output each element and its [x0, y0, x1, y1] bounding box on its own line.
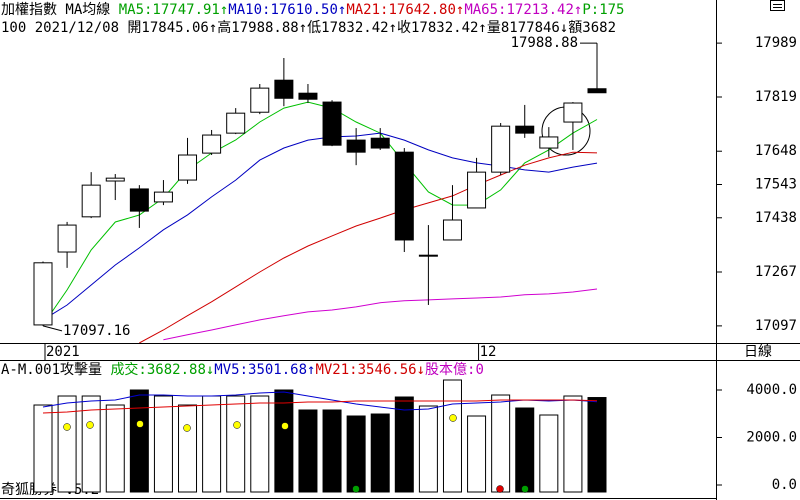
- ma-line: [42, 391, 598, 411]
- y-tick-label: 4000.0: [746, 382, 797, 398]
- candle-body: [370, 137, 390, 149]
- header-segment: MV5:3501.68↑: [214, 362, 315, 378]
- volume-bar: [202, 395, 222, 493]
- candle-body: [274, 79, 294, 99]
- volume-bar: [563, 395, 583, 493]
- y-tick-label: 17648: [755, 143, 797, 159]
- candle-body: [442, 219, 462, 241]
- volume-bar: [153, 395, 173, 493]
- volume-bar: [178, 404, 198, 493]
- candle-body: [394, 151, 414, 241]
- header: A-M.001攻擊量 成交:3682.88↓MV5:3501.68↑MV21:3…: [1, 361, 484, 378]
- volume-bar: [467, 415, 487, 493]
- header-segment: A-M.001攻擊量: [1, 361, 110, 378]
- candle-body: [491, 125, 511, 173]
- volume-bar: [226, 395, 246, 493]
- volume-bar: [491, 394, 511, 493]
- volume-bar: [370, 413, 390, 493]
- candle-body: [105, 177, 125, 182]
- volume-bar: [322, 409, 342, 493]
- candle-body: [563, 102, 583, 123]
- candle-body: [226, 112, 246, 134]
- volume-bar: [394, 396, 414, 493]
- x-tick-label: 12: [480, 344, 497, 360]
- volume-bar: [129, 389, 149, 493]
- x-tick-label: 2021: [46, 344, 80, 360]
- ma-line: [139, 151, 598, 343]
- ma-line: [163, 288, 598, 341]
- ma-line: [42, 101, 598, 326]
- candle-body: [346, 139, 366, 153]
- candle-body: [33, 262, 53, 326]
- candle-body: [587, 88, 607, 94]
- header: 加權指數 MA均線 MA5:17747.91↑MA10:17610.50↑MA2…: [1, 2, 625, 18]
- volume-bar: [250, 395, 270, 493]
- y-tick-label: 2000.0: [746, 430, 797, 446]
- volume-bar: [418, 405, 438, 493]
- candle-body: [539, 136, 559, 149]
- volume-bar: [105, 404, 125, 493]
- annotation: 17988.88: [511, 35, 578, 51]
- header-segment: MA21:17642.80↑: [346, 2, 464, 18]
- candle-body: [298, 92, 318, 100]
- y-tick-label: 17267: [755, 264, 797, 280]
- candle-body: [515, 125, 535, 134]
- volume-bar: [298, 409, 318, 493]
- annotation: 17097.16: [63, 323, 130, 339]
- header-segment: 成交:3682.88↓: [110, 361, 214, 378]
- candle-body: [81, 184, 101, 218]
- candle-body: [418, 254, 438, 257]
- candle-body: [129, 188, 149, 212]
- period-label: 日線: [744, 344, 772, 360]
- volume-bar: [33, 404, 53, 493]
- candle-body: [322, 101, 342, 146]
- header-segment: 股本億:0: [425, 362, 484, 378]
- ma-line: [42, 399, 598, 414]
- header-segment: P:175: [582, 2, 624, 18]
- candle-body: [467, 171, 487, 209]
- y-tick-label: 0.0: [772, 477, 797, 493]
- header-segment: MA65:17213.42↑: [464, 2, 582, 18]
- volume-bar: [57, 395, 77, 493]
- header-segment: MV21:3546.56↓: [315, 362, 425, 378]
- y-tick-label: 17819: [755, 89, 797, 105]
- volume-bar: [515, 407, 535, 493]
- candle-body: [202, 134, 222, 154]
- annotation-line: [42, 325, 63, 332]
- y-tick-label: 17438: [755, 210, 797, 226]
- volume-bar: [346, 415, 366, 493]
- header-segment: MA10:17610.50↑: [228, 2, 346, 18]
- volume-bar: [587, 397, 607, 493]
- candle-body: [57, 224, 77, 253]
- volume-bar: [539, 414, 559, 493]
- header-segment: MA5:17747.91↑: [119, 2, 229, 18]
- header-segment: 加權指數 MA均線: [1, 2, 119, 18]
- candle-body: [153, 191, 173, 203]
- volume-bar: [274, 389, 294, 493]
- y-tick-label: 17989: [755, 35, 797, 51]
- subheader: 100 2021/12/08 開17845.06↑高17988.88↑低1783…: [1, 19, 616, 36]
- y-tick-label: 17543: [755, 176, 797, 192]
- signal-dots: [63, 414, 529, 493]
- y-tick-label: 17097: [755, 318, 797, 334]
- volume-bar: [442, 379, 462, 493]
- candle-body: [250, 87, 270, 113]
- candle-body: [178, 154, 198, 181]
- volume-bar: [81, 395, 101, 493]
